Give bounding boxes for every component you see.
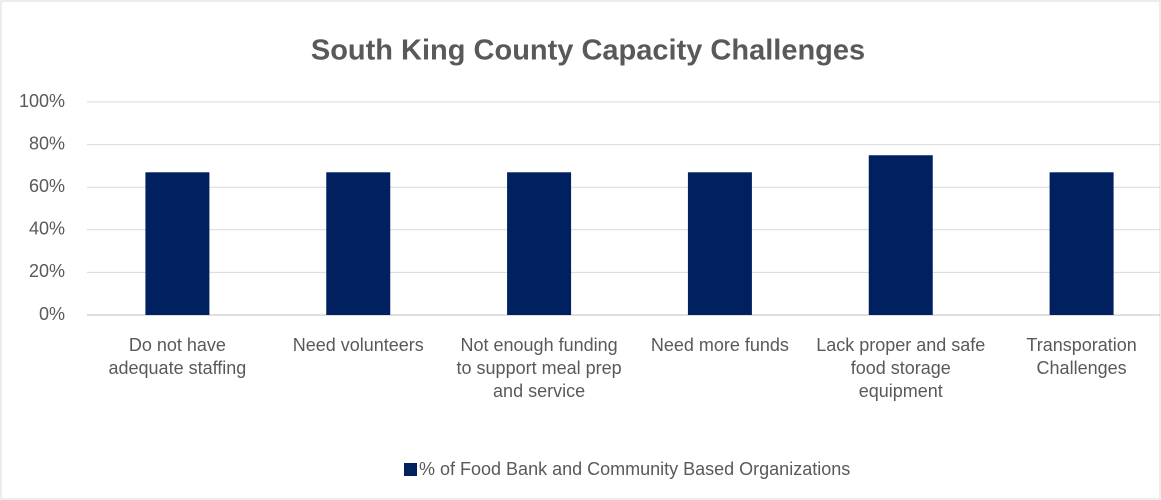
x-tick-label: Need more funds	[650, 335, 789, 355]
bar	[326, 172, 391, 315]
x-tick-label: Transporation Challenges	[1026, 335, 1137, 378]
y-tick-label: 20%	[29, 261, 65, 281]
bar	[868, 155, 933, 315]
x-tick-label: Lack proper and safe food storage equipm…	[816, 335, 986, 401]
x-tick-label: Do not have adequate staffing	[108, 335, 247, 378]
bar	[1049, 172, 1114, 315]
bar	[507, 172, 572, 315]
y-tick-label: 60%	[29, 176, 65, 196]
x-tick-label: Need volunteers	[292, 335, 424, 355]
legend-label: % of Food Bank and Community Based Organ…	[419, 459, 850, 479]
bar	[687, 172, 752, 315]
bar	[145, 172, 210, 315]
y-tick-label: 80%	[29, 133, 65, 153]
chart-title: South King County Capacity Challenges	[311, 35, 865, 67]
legend-swatch	[404, 463, 417, 476]
y-tick-label: 0%	[39, 304, 65, 324]
y-tick-label: 100%	[19, 91, 65, 111]
x-tick-label: Not enough funding to support meal prep …	[456, 335, 622, 401]
y-tick-label: 40%	[29, 219, 65, 239]
